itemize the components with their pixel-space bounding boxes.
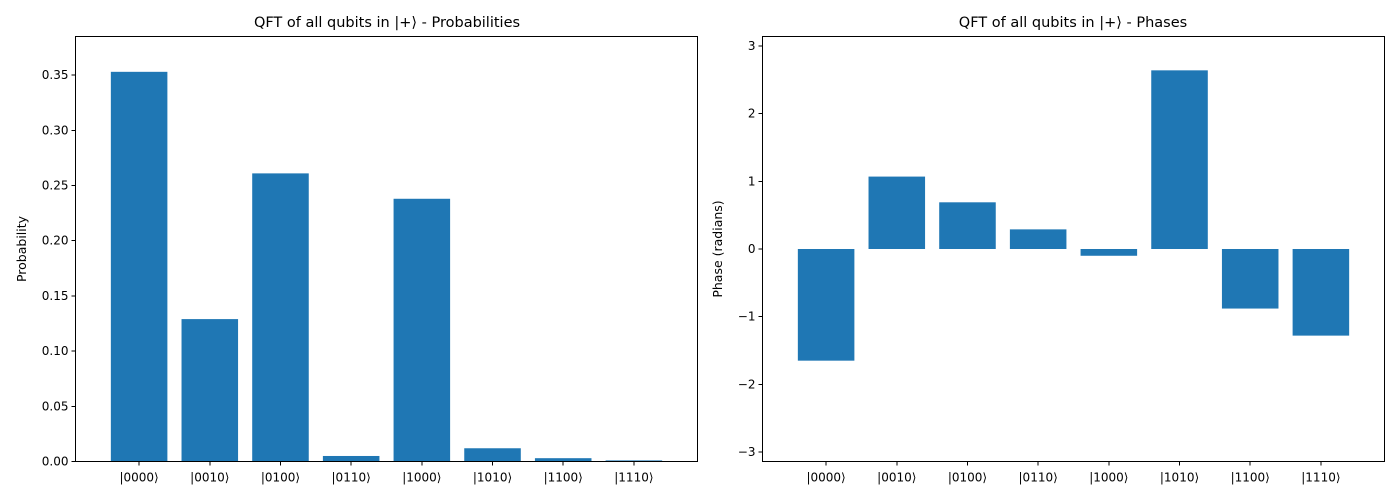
phases-chart: QFT of all qubits in |+⟩ - Phases Phase … (710, 15, 1385, 485)
y-tick-label: 1 (748, 174, 756, 188)
x-tick-label: |1000⟩ (1089, 471, 1128, 485)
tick-group: |0000⟩ |0010⟩ |0100⟩ |0110⟩ |1000⟩ |1010⟩ |110… (738, 39, 1341, 485)
bar-2 (939, 202, 996, 249)
x-tick-label: |1100⟩ (544, 471, 583, 485)
plot-frame (75, 36, 698, 462)
y-tick-label: 0.25 (42, 179, 69, 193)
bar-0 (797, 249, 855, 361)
x-tick-label: |0000⟩ (119, 471, 158, 485)
chart-title: QFT of all qubits in |+⟩ - Phases (959, 15, 1187, 31)
y-axis-label: Phase (radians) (710, 200, 725, 297)
bar-5 (1151, 70, 1208, 249)
y-tick-label: 0 (748, 242, 756, 256)
bar-1 (868, 176, 926, 249)
y-tick-label: 3 (748, 39, 756, 53)
x-tick-label: |1100⟩ (1231, 471, 1270, 485)
bar-group (110, 71, 663, 462)
bar-7 (605, 460, 663, 462)
y-axis-label: Probability (14, 215, 29, 282)
chart-title: QFT of all qubits in |+⟩ - Probabilities (254, 15, 520, 31)
bar-5 (464, 448, 521, 462)
x-tick-label: |0000⟩ (806, 471, 845, 485)
x-tick-label: |0100⟩ (261, 471, 300, 485)
x-tick-label: |0110⟩ (1019, 471, 1058, 485)
bar-4 (393, 198, 451, 462)
y-tick-label: −2 (738, 377, 756, 391)
y-tick-label: 0.35 (42, 68, 69, 82)
bar-3 (322, 455, 380, 462)
y-tick-label: 0.30 (42, 123, 69, 137)
x-tick-label: |0100⟩ (948, 471, 987, 485)
bar-6 (1221, 249, 1279, 309)
x-tick-label: |0010⟩ (877, 471, 916, 485)
bar-0 (110, 71, 168, 462)
y-tick-label: 0.20 (42, 234, 69, 248)
bar-2 (252, 173, 309, 462)
x-tick-label: |1000⟩ (402, 471, 441, 485)
y-tick-label: 2 (748, 107, 756, 121)
bar-1 (181, 319, 239, 462)
probabilities-chart: QFT of all qubits in |+⟩ - Probabilities… (14, 15, 698, 485)
y-tick-label: −1 (738, 310, 756, 324)
bar-6 (534, 458, 592, 462)
y-tick-label: 0.05 (42, 399, 69, 413)
bar-7 (1292, 249, 1350, 336)
y-tick-label: 0.10 (42, 344, 69, 358)
tick-group: |0000⟩ |0010⟩ |0100⟩ |0110⟩ |1000⟩ |1010⟩ |110… (42, 68, 654, 484)
x-tick-label: |0110⟩ (332, 471, 371, 485)
x-tick-label: |0010⟩ (190, 471, 229, 485)
bar-3 (1009, 229, 1067, 249)
bar-group (797, 70, 1350, 361)
y-tick-label: 0.00 (42, 455, 69, 469)
y-tick-label: −3 (738, 445, 756, 459)
x-tick-label: |1010⟩ (1160, 471, 1199, 485)
x-tick-label: |1110⟩ (1301, 471, 1340, 485)
bar-4 (1080, 249, 1138, 256)
x-tick-label: |1110⟩ (614, 471, 653, 485)
y-tick-label: 0.15 (42, 289, 69, 303)
plot-frame (762, 36, 1385, 462)
x-tick-label: |1010⟩ (473, 471, 512, 485)
